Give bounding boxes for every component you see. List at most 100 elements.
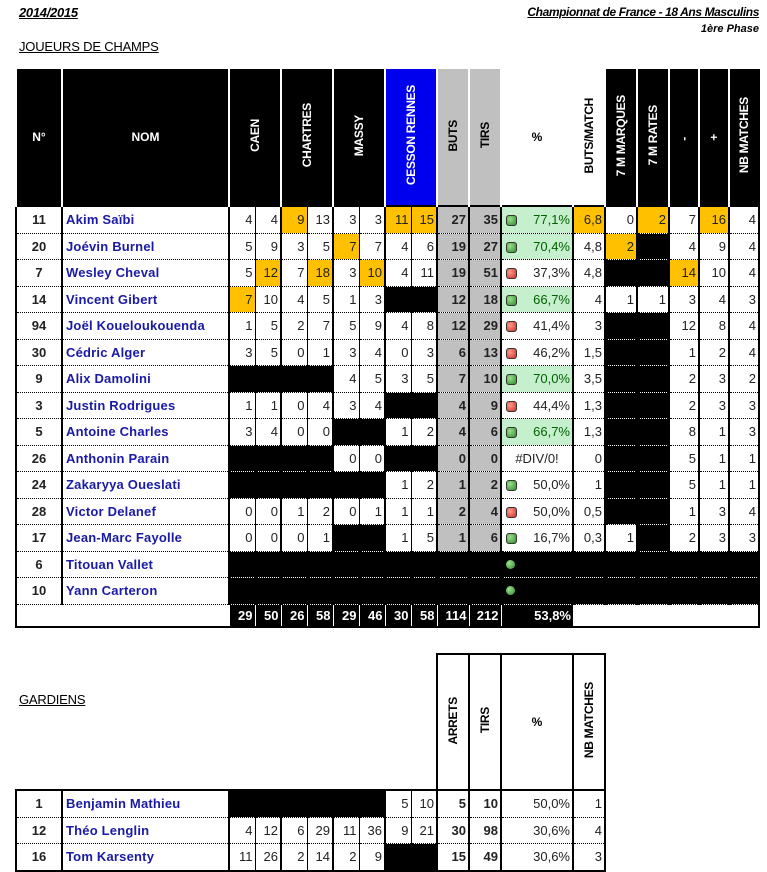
goalkeepers-stats-table: ARRETS TIRS% NB MATCHES 1 Benjamin Mathieu 5…: [15, 653, 606, 872]
blacked-out-cell: [280, 551, 307, 578]
match-cell: 3: [228, 418, 255, 446]
match-cell: [306, 471, 333, 499]
column-header-label: 7 M RATES: [646, 105, 660, 166]
match-cell: 1: [384, 524, 411, 552]
plus-cell: 8: [698, 312, 729, 340]
player-name: Théo Lenglin: [61, 817, 229, 844]
column-header-buts: BUTS: [436, 69, 469, 206]
shots-cell: 10: [468, 365, 501, 393]
column-header-label: NB MATCHES: [582, 682, 596, 759]
match-cell: 1: [280, 498, 307, 525]
match-cell: [384, 392, 411, 419]
column-header-buts-match: BUTS/MATCH: [572, 69, 605, 206]
match-cell: 0: [280, 418, 307, 446]
match-cell: [306, 365, 333, 393]
match-cell: [410, 445, 437, 472]
player-number: 24: [15, 471, 62, 499]
match-cell: [332, 790, 359, 818]
blacked-out-cell: [636, 551, 669, 578]
goals-cell: 0: [436, 445, 469, 472]
seven-m-scored-cell: [604, 339, 637, 366]
seven-m-missed-cell: [636, 259, 669, 287]
seven-m-missed-cell: [636, 498, 669, 525]
percentage-cell: 66,7%: [500, 418, 573, 446]
minus-cell: 4: [668, 233, 699, 260]
match-cell: 4: [384, 259, 411, 287]
match-cell: 7: [332, 233, 359, 260]
seven-m-missed-cell: [636, 312, 669, 340]
totals-spacer: [573, 604, 759, 627]
goals-cell: 1: [436, 524, 469, 552]
percentage-value: 46,2%: [533, 344, 570, 360]
player-name: Tom Karsenty: [61, 843, 229, 871]
matches-played-cell: 1: [728, 445, 759, 472]
match-cell: 4: [384, 233, 411, 260]
goals-cell: 12: [436, 286, 469, 313]
player-row: 5 Antoine Charles 3 4 0 0 1 2 4 6 66,7% 1,3 8 1 3: [15, 418, 759, 446]
match-cell: [384, 445, 411, 472]
column-header-chartres: CHARTRES: [280, 69, 333, 206]
goals-per-match-cell: 4,8: [572, 259, 605, 287]
percentage-value: 37,3%: [533, 265, 570, 281]
blacked-out-cell: [410, 577, 437, 605]
season-label: 2014/2015: [19, 5, 78, 20]
goals-per-match-cell: 6,8: [572, 206, 605, 234]
match-cell: 0: [228, 524, 255, 552]
match-cell: 3: [358, 286, 385, 313]
match-cell: [228, 445, 255, 472]
minus-cell: 14: [668, 259, 699, 287]
match-cell: [228, 471, 255, 499]
matches-played-cell: 3: [728, 392, 759, 419]
percentage-cell: 16,7%: [500, 524, 573, 552]
minus-cell: 2: [668, 365, 699, 393]
goals-cell: 2: [436, 498, 469, 525]
player-row: 30 Cédric Alger 3 5 0 1 3 4 0 3 6 13 46,2% 1,5 1 2 4: [15, 339, 759, 366]
match-cell: 15: [410, 206, 437, 234]
shots-cell: 2: [468, 471, 501, 499]
match-cell: [254, 365, 281, 393]
minus-cell: 12: [668, 312, 699, 340]
percentage-cell: 37,3%: [500, 259, 573, 287]
total-cell: 30: [384, 604, 411, 627]
seven-m-scored-cell: [604, 259, 637, 287]
goals-per-match-cell: 0,5: [572, 498, 605, 525]
column-header-nb-matches: NB MATCHES: [572, 653, 606, 791]
column-header-caen: CAEN: [228, 69, 281, 206]
totals-spacer: [16, 604, 229, 627]
match-cell: 0: [384, 339, 411, 366]
seven-m-scored-cell: [604, 312, 637, 340]
match-cell: [254, 471, 281, 499]
status-dot-green-icon: [506, 427, 517, 438]
match-cell: [306, 445, 333, 472]
match-cell: 1: [306, 339, 333, 366]
column-header-tirs: TIRS: [468, 653, 502, 791]
column-header-label: NOM: [131, 130, 160, 144]
match-cell: 0: [306, 418, 333, 446]
shots-cell: 4: [468, 498, 501, 525]
blacked-out-cell: [436, 577, 469, 605]
blacked-out-cell: [358, 551, 385, 578]
match-cell: 9: [254, 233, 281, 260]
goals-cell: 1: [436, 471, 469, 499]
column-header-nom: NOM: [61, 69, 229, 206]
blacked-out-cell: [636, 577, 669, 605]
column-header-label: 7 M MARQUES: [614, 94, 628, 177]
percentage-value: 50,0%: [533, 503, 570, 519]
seven-m-missed-cell: [636, 524, 669, 552]
player-name: Alix Damolini: [61, 365, 229, 393]
match-cell: 3: [358, 206, 385, 234]
seven-m-scored-cell: 0: [604, 206, 637, 234]
player-name: Joévin Burnel: [61, 233, 229, 260]
goals-cell: 4: [436, 418, 469, 446]
goals-per-match-cell: 1,3: [572, 418, 605, 446]
plus-cell: 4: [698, 286, 729, 313]
player-row: 11 Akim Saïbi 4 4 9 13 3 3 11 15 27 35 77,1% 6,8 0 2 7 16…: [15, 206, 759, 234]
status-dot-green-icon: [506, 533, 517, 544]
goals-per-match-cell: 4: [572, 286, 605, 313]
match-cell: 0: [254, 498, 281, 525]
player-name: Joël Koueloukouenda: [61, 312, 229, 340]
player-name: Yann Carteron: [61, 577, 229, 605]
match-cell: 12: [254, 817, 281, 844]
blacked-out-cell: [604, 551, 637, 578]
shots-cell: 98: [468, 817, 501, 844]
